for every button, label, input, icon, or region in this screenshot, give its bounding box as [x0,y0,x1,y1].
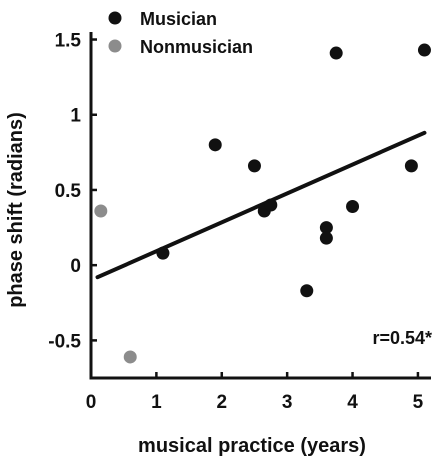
data-point-nonmusician [123,350,137,364]
data-point-musician [300,284,314,298]
legend: Musician Nonmusician [108,9,253,57]
data-point-musician [247,159,261,173]
data-point-nonmusician [94,204,108,218]
x-tick-label: 5 [413,392,424,413]
x-tick-label: 4 [347,392,358,413]
y-tick-label: 1.5 [55,31,82,52]
y-tick-label: -0.5 [48,331,81,352]
data-point-musician [319,221,333,235]
data-point-musician [264,198,278,212]
data-point-musician [329,46,343,60]
regression-line [95,130,427,280]
x-tick-label: 1 [151,392,162,413]
data-point-musician [208,138,222,152]
y-axis-label: phase shift (radians) [5,112,27,308]
data-point-musician [417,43,431,57]
legend-label-nonmusician: Nonmusician [140,37,253,57]
y-tick-label: 0 [70,256,81,277]
correlation-annotation: r=0.54* [372,328,432,348]
plot-area: 1.5 1 0.5 0 -0.5 0 1 2 3 4 5 [48,31,431,413]
data-point-musician [319,231,333,245]
data-point-musician [156,246,170,260]
y-tick-label: 1 [70,106,81,127]
legend-marker-nonmusician [108,39,122,53]
legend-label-musician: Musician [140,9,217,29]
x-tick-label: 0 [86,392,97,413]
x-tick-label: 3 [282,392,293,413]
legend-marker-musician [108,11,122,25]
data-point-musician [346,200,360,214]
data-point-musician [404,159,418,173]
x-axis-label: musical practice (years) [138,435,366,457]
y-tick-label: 0.5 [55,181,82,202]
x-tick-label: 2 [216,392,227,413]
